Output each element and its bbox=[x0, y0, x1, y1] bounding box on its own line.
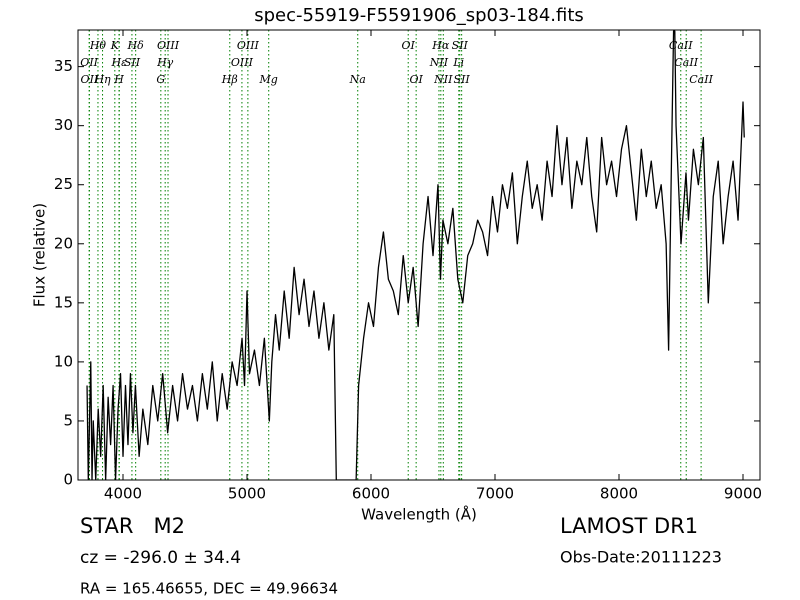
x-tick-label: 6000 bbox=[352, 485, 390, 503]
y-tick-label: 35 bbox=[54, 57, 73, 75]
spectral-line-label: K bbox=[110, 39, 120, 52]
spectral-line-label: OIII bbox=[231, 56, 254, 69]
spectral-line-label: OIII bbox=[237, 39, 260, 52]
spectral-line-label: Mg bbox=[259, 73, 278, 86]
y-tick-label: 30 bbox=[54, 116, 73, 134]
chart-title: spec-55919-F5591906_sp03-184.fits bbox=[254, 5, 584, 26]
y-tick-label: 20 bbox=[54, 234, 73, 252]
spectral-line-label: NII bbox=[429, 56, 449, 69]
x-tick-label: 5000 bbox=[228, 485, 266, 503]
spectral-line-label: Hη bbox=[93, 73, 111, 86]
spectral-line-label: NII bbox=[433, 73, 453, 86]
spectral-line-label: Hθ bbox=[89, 39, 107, 52]
plot-area bbox=[86, 30, 745, 480]
x-tick-label: 8000 bbox=[600, 485, 638, 503]
annotation: STAR M2 bbox=[80, 514, 185, 538]
annotation: LAMOST DR1 bbox=[560, 514, 698, 538]
spectral-line-label: H bbox=[113, 73, 124, 86]
spectral-line-label: Hα bbox=[431, 39, 450, 52]
spectral-line-label: Na bbox=[349, 73, 366, 86]
spectral-line-label: SII bbox=[454, 73, 471, 86]
x-axis-label: Wavelength (Å) bbox=[361, 505, 477, 524]
spectral-line-label: OIII bbox=[157, 39, 180, 52]
spectral-line-label: SII bbox=[124, 56, 141, 69]
y-axis-label: Flux (relative) bbox=[31, 203, 49, 307]
spectrum-line bbox=[86, 30, 745, 480]
annotation: Obs-Date:20111223 bbox=[560, 548, 722, 567]
x-tick-label: 9000 bbox=[724, 485, 762, 503]
spectral-line-label: Hδ bbox=[127, 39, 145, 52]
spectral-line-label: OI bbox=[409, 73, 423, 86]
annotation: cz = -296.0 ± 34.4 bbox=[80, 548, 241, 568]
spectral-line-label: SII bbox=[452, 39, 469, 52]
x-tick-label: 7000 bbox=[476, 485, 514, 503]
spectral-line-label: CaII bbox=[674, 56, 698, 69]
x-tick-label: 4000 bbox=[104, 485, 142, 503]
y-tick-label: 25 bbox=[54, 175, 73, 193]
y-tick-label: 5 bbox=[63, 411, 73, 429]
spectral-line-label: OII bbox=[80, 56, 98, 69]
y-tick-label: 10 bbox=[54, 352, 73, 370]
spectral-line-label: OI bbox=[402, 39, 416, 52]
y-tick-label: 15 bbox=[54, 293, 73, 311]
spectral-line-label: CaII bbox=[669, 39, 693, 52]
spectral-line-label: G bbox=[156, 73, 165, 86]
spectral-line-label: Hβ bbox=[221, 73, 238, 86]
spectral-line-label: Li bbox=[452, 56, 464, 69]
y-tick-label: 0 bbox=[63, 471, 73, 489]
spectral-line-label: OII bbox=[81, 73, 99, 86]
axes-frame bbox=[77, 29, 761, 481]
annotation: RA = 165.46655, DEC = 49.96634 bbox=[80, 580, 338, 598]
spectral-line-label: Hε bbox=[111, 56, 128, 69]
spectral-line-label: Hγ bbox=[156, 56, 174, 69]
spectral-line-label: CaII bbox=[689, 73, 713, 86]
